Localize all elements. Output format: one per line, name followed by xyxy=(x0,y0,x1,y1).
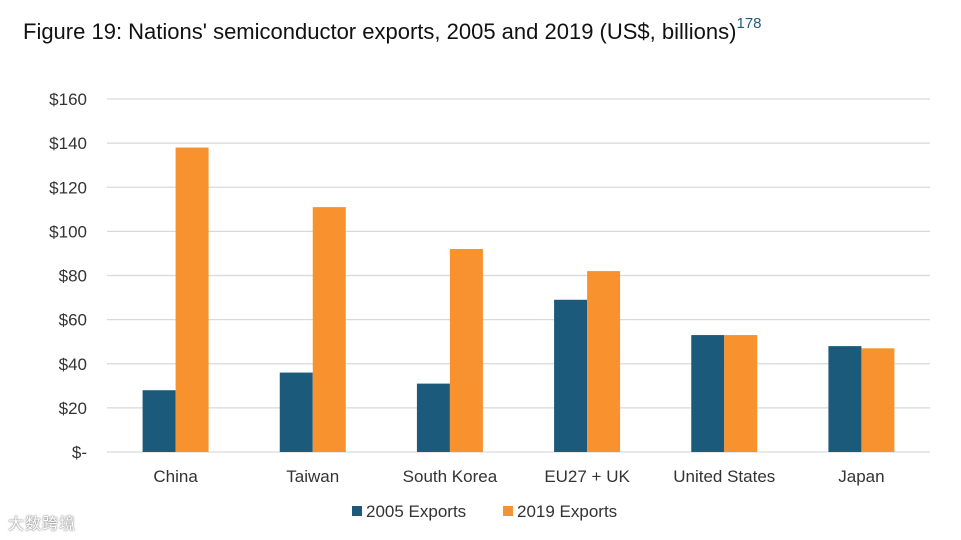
y-tick-label: $160 xyxy=(49,90,87,109)
x-axis-ticks: China Taiwan South Korea EU27 + UK United St… xyxy=(153,467,884,486)
x-tick-label: EU27 + UK xyxy=(544,467,630,486)
bar xyxy=(416,383,450,452)
watermark-logo: 大数跨境 xyxy=(8,510,76,534)
y-axis-ticks: $- $20 $40 $60 $80 $100 $120 $140 $160 xyxy=(49,90,87,462)
legend-swatch xyxy=(352,506,362,516)
bar xyxy=(724,335,758,452)
legend-swatch xyxy=(503,506,513,516)
bars xyxy=(142,147,895,452)
bar xyxy=(279,372,313,452)
bar xyxy=(861,348,895,452)
bar xyxy=(142,390,176,452)
chart-title: Figure 19: Nations' semiconductor export… xyxy=(23,15,762,45)
footnote-reference: 178 xyxy=(736,15,762,32)
bar xyxy=(691,335,725,452)
legend: 2005 Exports 2019 Exports xyxy=(352,502,617,521)
legend-label: 2019 Exports xyxy=(517,502,617,521)
y-tick-label: $20 xyxy=(59,399,87,418)
y-tick-label: $120 xyxy=(49,178,87,197)
x-tick-label: South Korea xyxy=(403,467,498,486)
y-tick-label: $- xyxy=(72,443,87,462)
watermark-text: 大数跨境 xyxy=(8,516,77,533)
y-tick-label: $60 xyxy=(59,311,87,330)
bar xyxy=(175,147,209,452)
bar xyxy=(312,207,346,452)
y-tick-label: $100 xyxy=(49,222,87,241)
x-tick-label: Japan xyxy=(838,467,884,486)
bar xyxy=(554,299,588,452)
x-tick-label: China xyxy=(153,467,198,486)
chart-title-text: Figure 19: Nations' semiconductor export… xyxy=(23,19,737,44)
x-tick-label: United States xyxy=(673,467,775,486)
bar xyxy=(449,249,483,452)
legend-label: 2005 Exports xyxy=(366,502,466,521)
x-tick-label: Taiwan xyxy=(286,467,339,486)
gridlines xyxy=(107,98,930,453)
bar xyxy=(828,346,862,452)
y-tick-label: $80 xyxy=(59,267,87,286)
y-tick-label: $140 xyxy=(49,134,87,153)
bar xyxy=(587,271,621,452)
y-tick-label: $40 xyxy=(59,355,87,374)
